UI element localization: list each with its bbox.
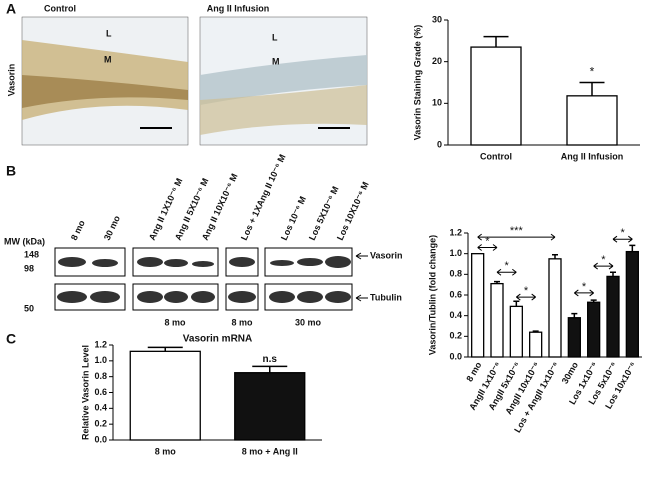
panel-label: B bbox=[6, 163, 16, 179]
bar bbox=[625, 250, 639, 358]
y-tick-label: 1.0 bbox=[449, 248, 462, 258]
x-tick-label: 8 mo + Ang II bbox=[242, 446, 298, 456]
bracket bbox=[612, 235, 633, 243]
bracket bbox=[593, 262, 614, 270]
image-label: L bbox=[272, 32, 278, 42]
bar bbox=[567, 317, 581, 358]
bracket bbox=[477, 244, 498, 251]
panel-label: A bbox=[6, 1, 16, 17]
x-tick-label: 8 mo bbox=[464, 360, 483, 384]
annotation: * bbox=[505, 260, 510, 272]
y-tick-label: 0.6 bbox=[449, 289, 462, 299]
image-label: L bbox=[106, 28, 112, 38]
annotation: n.s bbox=[263, 354, 278, 365]
y-tick-label: 0.4 bbox=[94, 403, 107, 413]
bar bbox=[587, 301, 601, 358]
image-title: Control bbox=[44, 3, 76, 13]
image-title: Ang II Infusion bbox=[207, 3, 270, 13]
y-tick-label: 0.8 bbox=[94, 371, 107, 381]
bracket bbox=[516, 293, 536, 301]
x-tick-label: Ang II Infusion bbox=[561, 151, 624, 161]
chart-title: Vasorin mRNA bbox=[183, 334, 252, 345]
image: L M bbox=[199, 16, 368, 146]
group-label: 8 mo bbox=[164, 317, 186, 327]
blot: MW (kDa) 148 98 50 Vasorin Tubulin 8 mo … bbox=[4, 236, 403, 327]
annotation: * bbox=[582, 281, 587, 293]
row-label: Vasorin bbox=[6, 64, 16, 97]
y-tick-label: 0.2 bbox=[94, 419, 107, 429]
y-tick-label: 1.2 bbox=[449, 227, 462, 237]
y-tick-label: 0.0 bbox=[94, 434, 107, 444]
error-bar bbox=[579, 81, 605, 96]
image-label: M bbox=[272, 56, 280, 66]
bar bbox=[566, 95, 618, 146]
error-bar bbox=[629, 244, 636, 252]
lane-label: Los 5X10⁻⁶ M bbox=[307, 185, 341, 242]
band-label: Tubulin bbox=[370, 292, 402, 302]
y-axis-label: Vasorin/Tublin (fold change) bbox=[427, 235, 437, 355]
error-bar bbox=[571, 312, 578, 318]
error-bar bbox=[483, 35, 509, 48]
y-tick-label: 10 bbox=[432, 98, 442, 108]
annotation: *** bbox=[510, 225, 524, 237]
band-label: Vasorin bbox=[370, 250, 403, 260]
annotation: * bbox=[621, 227, 626, 239]
bar bbox=[606, 275, 620, 358]
error-bar bbox=[610, 271, 616, 277]
panel-label: C bbox=[6, 331, 16, 347]
bar bbox=[490, 282, 504, 358]
image: L M bbox=[21, 16, 189, 146]
y-tick-label: 20 bbox=[432, 56, 442, 66]
group-label: 8 mo bbox=[231, 317, 253, 327]
bracket bbox=[574, 289, 594, 297]
annotation: * bbox=[601, 254, 606, 266]
error-bar bbox=[252, 365, 288, 373]
y-tick-label: 30 bbox=[432, 14, 442, 24]
bar bbox=[234, 372, 306, 441]
bracket bbox=[477, 233, 556, 241]
error-bar bbox=[513, 300, 520, 307]
image-label: M bbox=[104, 54, 112, 64]
x-tick-label: 8 mo bbox=[155, 446, 177, 456]
y-axis-label: Vasorin Staining Grade (%) bbox=[412, 25, 422, 141]
y-axis-label: Relative Vasorin Level bbox=[80, 345, 90, 440]
bar bbox=[509, 305, 523, 358]
y-tick-label: 0.6 bbox=[94, 387, 107, 397]
y-tick-label: 0 bbox=[437, 139, 442, 149]
annotation: * bbox=[524, 285, 529, 297]
bar bbox=[548, 258, 562, 358]
mw-marker: 148 bbox=[24, 249, 39, 259]
mw-label: MW (kDa) bbox=[4, 236, 45, 246]
bar bbox=[529, 331, 543, 358]
lane-label: 30 mo bbox=[102, 214, 122, 242]
x-tick-label: Control bbox=[480, 151, 512, 161]
y-tick-label: 0.2 bbox=[449, 331, 462, 341]
y-tick-label: 1.2 bbox=[94, 339, 107, 349]
y-tick-label: 0.8 bbox=[449, 269, 462, 279]
lane-label: Los 10⁻⁶ M bbox=[279, 195, 308, 242]
lane-label: Los + 1XAng II 10⁻⁶ M bbox=[239, 153, 288, 242]
error-bar bbox=[552, 253, 558, 259]
lane-label: 8 mo bbox=[69, 218, 87, 242]
y-tick-label: 1.0 bbox=[94, 355, 107, 365]
annotation: * bbox=[485, 235, 490, 247]
bar bbox=[129, 350, 201, 441]
error-bar bbox=[147, 346, 183, 352]
group-label: 30 mo bbox=[295, 317, 322, 327]
y-tick-label: 0.4 bbox=[449, 310, 462, 320]
bar bbox=[471, 253, 485, 358]
bar bbox=[470, 46, 522, 146]
mw-marker: 98 bbox=[24, 263, 34, 273]
mw-marker: 50 bbox=[24, 303, 34, 313]
y-tick-label: 0.0 bbox=[449, 351, 462, 361]
bracket bbox=[496, 268, 517, 276]
annotation: * bbox=[590, 64, 595, 78]
